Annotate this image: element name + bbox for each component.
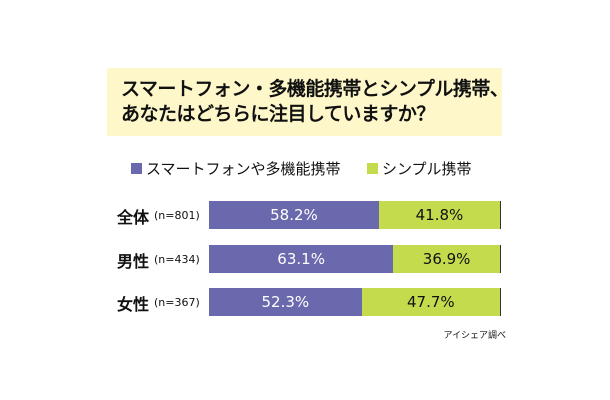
data-label-simple: 41.8% <box>415 206 464 224</box>
bar-segment-simple: 36.9% <box>393 245 501 273</box>
row-label: 男性 <box>117 252 150 271</box>
row-label: 女性 <box>117 295 150 314</box>
data-label-smartphone: 52.3% <box>261 293 310 311</box>
row-sample-size: (n=434) <box>154 253 200 266</box>
data-label-simple: 36.9% <box>422 250 471 268</box>
row-sample-size: (n=801) <box>154 209 200 222</box>
data-label-simple: 47.7% <box>407 293 455 311</box>
bar-segment-smartphone: 52.3% <box>209 288 362 316</box>
legend-swatch-smartphone <box>131 163 142 174</box>
bar-segment-simple: 41.8% <box>378 201 501 229</box>
bar-segment-smartphone: 58.2% <box>209 201 379 229</box>
legend-swatch-simple <box>367 163 378 174</box>
legend-label-smartphone: スマートフォンや多機能携帯 <box>146 160 341 178</box>
row-label: 全体 <box>117 208 150 227</box>
title-box: スマートフォン・多機能携帯とシンプル携帯、 あなたはどちらに注目していますか？ <box>107 68 509 136</box>
row-sample-size: (n=367) <box>154 296 200 309</box>
data-label-smartphone: 58.2% <box>270 206 318 224</box>
data-label-smartphone: 63.1% <box>277 250 325 268</box>
chart-title-line-1: スマートフォン・多機能携帯とシンプル携帯、 <box>121 78 509 100</box>
bar-segment-smartphone: 63.1% <box>209 245 394 273</box>
chart-title-line-2: あなたはどちらに注目していますか？ <box>121 103 435 125</box>
source-note: アイシェア調べ <box>443 331 506 341</box>
bar-segment-simple: 47.7% <box>361 288 501 316</box>
legend-label-simple: シンプル携帯 <box>382 160 472 178</box>
